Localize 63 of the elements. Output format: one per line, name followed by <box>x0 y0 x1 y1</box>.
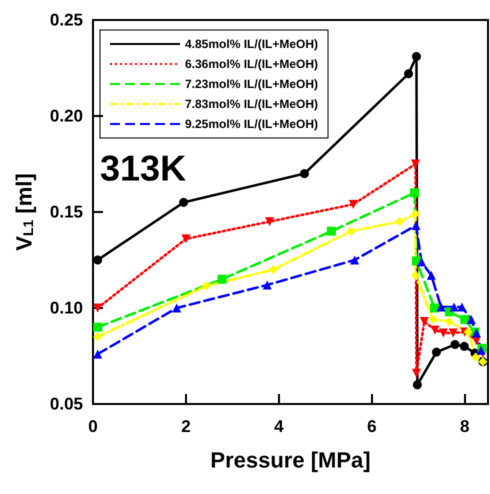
point <box>436 302 446 312</box>
point <box>202 281 211 290</box>
point <box>268 265 278 274</box>
point <box>438 328 448 338</box>
point <box>265 217 274 226</box>
legend-label: 6.36mol% IL/(IL+MeOH) <box>185 57 318 71</box>
point <box>411 209 420 218</box>
point <box>457 302 466 312</box>
y-tick-label: 0.15 <box>50 202 83 222</box>
point <box>181 234 190 244</box>
point <box>410 188 420 198</box>
y-axis-title: VL1 [ml] <box>12 173 36 251</box>
point <box>428 315 438 324</box>
x-axis-title: Pressure [MPa] <box>210 448 371 472</box>
point <box>404 69 414 78</box>
point <box>262 280 272 290</box>
point <box>346 226 356 236</box>
point <box>417 257 426 266</box>
point <box>411 220 420 230</box>
point <box>450 302 459 312</box>
point <box>93 332 102 342</box>
point <box>218 274 227 284</box>
point <box>412 368 421 378</box>
point <box>326 226 336 236</box>
point <box>412 380 422 390</box>
point <box>93 350 102 359</box>
x-tick-label: 2 <box>181 417 191 436</box>
point <box>444 316 454 326</box>
point <box>300 169 309 178</box>
point <box>450 340 460 349</box>
point <box>172 304 182 312</box>
x-tick-label: 4 <box>274 417 284 436</box>
point <box>93 256 102 264</box>
y-tick-label: 0.25 <box>50 10 83 30</box>
point <box>464 328 473 336</box>
y-tick-label: 0.20 <box>50 106 83 126</box>
point <box>93 304 102 312</box>
point <box>179 198 188 207</box>
point <box>348 200 358 209</box>
x-tick-label: 6 <box>367 417 377 436</box>
x-tick-label: 0 <box>88 417 98 436</box>
y-tick-label: 0.10 <box>50 298 83 318</box>
point <box>350 256 360 264</box>
y-tick-label: 0.05 <box>50 394 83 414</box>
legend-label: 4.85mol% IL/(IL+MeOH) <box>185 37 318 51</box>
point <box>430 326 440 335</box>
point <box>460 342 469 351</box>
point <box>460 315 470 324</box>
point <box>395 217 404 226</box>
legend-label: 7.83mol% IL/(IL+MeOH) <box>185 97 318 111</box>
point <box>93 322 102 332</box>
point <box>432 348 441 357</box>
point <box>430 304 440 312</box>
legend-label: 9.25mol% IL/(IL+MeOH) <box>185 117 318 131</box>
x-tick-label: 8 <box>460 417 470 436</box>
point <box>412 52 421 61</box>
point <box>426 270 436 280</box>
point <box>448 328 458 338</box>
point <box>471 352 480 362</box>
legend-label: 7.23mol% IL/(IL+MeOH) <box>185 77 318 91</box>
point <box>420 316 429 326</box>
annotation: 313K <box>100 148 186 188</box>
point <box>466 315 476 324</box>
